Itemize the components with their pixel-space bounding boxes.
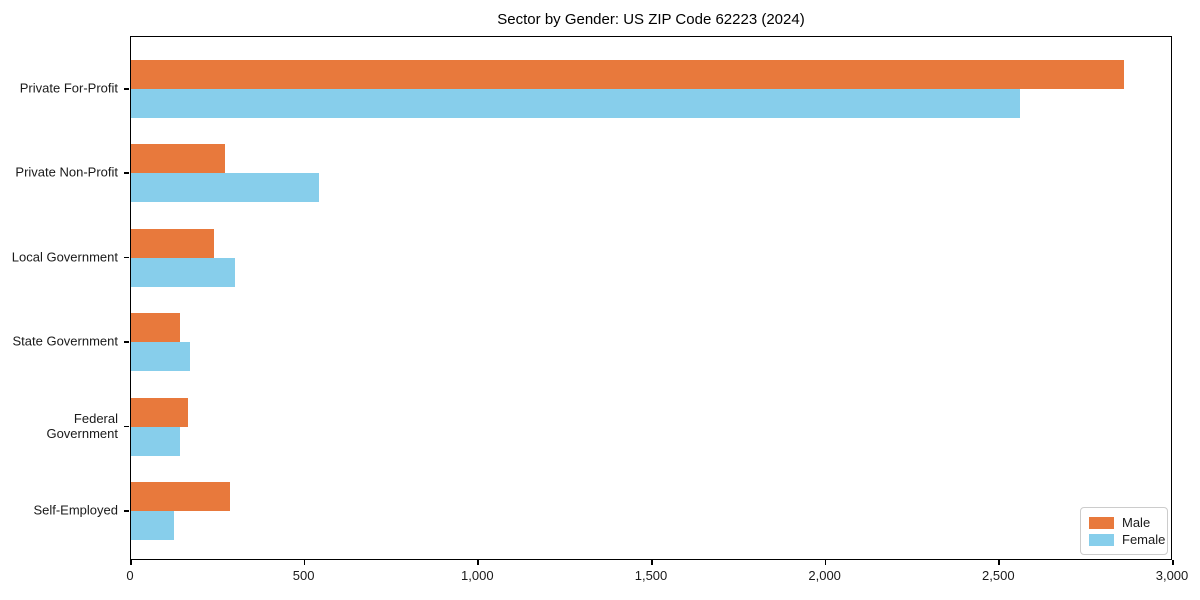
bar-male-4	[131, 313, 180, 343]
y-tick-mark	[124, 256, 129, 259]
chart-title: Sector by Gender: US ZIP Code 62223 (202…	[497, 11, 805, 28]
bar-female-2	[131, 173, 319, 203]
bar-male-2	[131, 144, 225, 174]
y-axis-label: Private Non-Profit	[15, 164, 118, 180]
bar-male-1	[131, 60, 1125, 89]
y-tick-mark	[124, 88, 129, 90]
bar-male-6	[131, 482, 230, 511]
x-tick-mark	[130, 560, 132, 565]
bar-female-6	[131, 511, 175, 540]
x-tick-mark	[824, 560, 827, 565]
y-tick-mark	[124, 172, 129, 174]
bar-female-4	[131, 342, 191, 372]
x-tick-mark	[303, 560, 306, 565]
x-axis-label: 1,000	[461, 568, 494, 583]
legend-item-female: Female	[1089, 531, 1165, 548]
y-axis-label: Local Government	[11, 249, 118, 265]
x-axis-label: 500	[292, 568, 315, 583]
x-tick-mark	[1172, 560, 1174, 565]
legend-label-male: Male	[1122, 515, 1151, 530]
y-axis-label: Federal Government	[46, 410, 118, 441]
legend-item-male: Male	[1089, 514, 1159, 531]
bar-female-3	[131, 257, 236, 287]
y-tick-mark	[124, 510, 129, 512]
bar-male-5	[131, 397, 189, 427]
y-axis-label: Self-Employed	[33, 502, 118, 518]
x-axis-label: 2,000	[808, 568, 841, 583]
y-tick-mark	[124, 341, 129, 343]
legend-swatch-male	[1089, 516, 1114, 529]
bar-male-3	[131, 228, 215, 258]
legend-label-female: Female	[1122, 532, 1166, 547]
x-tick-mark	[477, 560, 479, 565]
x-axis-label: 1,500	[634, 568, 668, 583]
x-tick-mark	[998, 560, 1000, 565]
y-tick-mark	[124, 425, 129, 428]
x-axis-label: 3,000	[1155, 568, 1189, 583]
legend-swatch-female	[1089, 533, 1114, 546]
plot-area: Male Female	[130, 36, 1172, 560]
bar-female-5	[131, 426, 180, 456]
x-axis-label: 0	[126, 568, 134, 583]
legend: Male Female	[1080, 507, 1168, 555]
y-axis-label: State Government	[12, 333, 119, 349]
y-axis-label: Private For-Profit	[19, 80, 118, 96]
bar-female-1	[131, 89, 1021, 118]
x-axis-label: 2,500	[982, 568, 1015, 583]
x-tick-mark	[651, 560, 653, 565]
